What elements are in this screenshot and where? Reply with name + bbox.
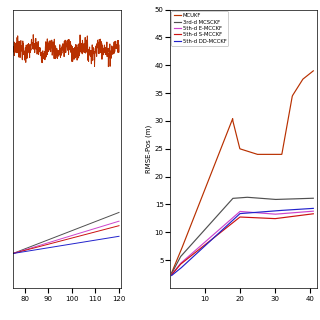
Line: 3rd-d MCSCKF: 3rd-d MCSCKF	[172, 197, 313, 274]
3rd-d MCSCKF	[265, 197, 268, 201]
5th-d S-MCCKF	[206, 240, 210, 244]
3rd-d MCSCKF	[170, 272, 173, 276]
5th-d DD-MCCKF	[253, 211, 257, 214]
5th-d DD-MCCKF	[195, 252, 199, 255]
MCUKF	[195, 208, 199, 212]
5th-d DD-MCCKF	[234, 215, 238, 219]
Line: 5th-d E-MCCKF: 5th-d E-MCCKF	[172, 211, 313, 275]
MCUKF	[206, 180, 210, 183]
5th-d S-MCCKF	[253, 216, 257, 220]
5th-d E-MCCKF	[206, 237, 210, 241]
5th-d S-MCCKF	[276, 216, 280, 220]
5th-d S-MCCKF	[195, 249, 199, 253]
5th-d S-MCCKF	[170, 273, 173, 277]
Legend: MCUKF, 3rd-d MCSCKF, 5th-d E-MCCKF, 5th-d S-MCCKF, 5th-d DD-MCCKF: MCUKF, 3rd-d MCSCKF, 5th-d E-MCCKF, 5th-…	[172, 11, 228, 46]
5th-d DD-MCCKF	[311, 206, 315, 210]
MCUKF	[234, 131, 238, 134]
MCUKF	[264, 152, 268, 156]
Line: MCUKF: MCUKF	[172, 71, 313, 273]
5th-d E-MCCKF	[264, 212, 268, 215]
5th-d DD-MCCKF	[206, 241, 210, 245]
3rd-d MCSCKF	[206, 224, 210, 228]
5th-d E-MCCKF	[170, 273, 173, 276]
3rd-d MCSCKF	[311, 196, 315, 200]
5th-d E-MCCKF	[311, 209, 315, 213]
3rd-d MCSCKF	[245, 195, 249, 199]
5th-d E-MCCKF	[276, 212, 280, 216]
3rd-d MCSCKF	[195, 237, 199, 241]
5th-d E-MCCKF	[253, 211, 257, 215]
Line: 5th-d DD-MCCKF: 5th-d DD-MCCKF	[172, 208, 313, 276]
3rd-d MCSCKF	[276, 197, 280, 201]
MCUKF	[170, 271, 173, 275]
5th-d E-MCCKF	[234, 213, 238, 217]
MCUKF	[311, 69, 315, 73]
5th-d DD-MCCKF	[170, 274, 173, 277]
3rd-d MCSCKF	[253, 196, 257, 200]
5th-d DD-MCCKF	[264, 210, 268, 213]
5th-d S-MCCKF	[264, 216, 268, 220]
5th-d S-MCCKF	[234, 218, 238, 222]
MCUKF	[253, 152, 257, 156]
Y-axis label: RMSE-Pos (m): RMSE-Pos (m)	[145, 125, 152, 173]
Line: 5th-d S-MCCKF: 5th-d S-MCCKF	[172, 214, 313, 275]
5th-d DD-MCCKF	[276, 209, 280, 212]
3rd-d MCSCKF	[234, 196, 238, 200]
5th-d E-MCCKF	[195, 247, 199, 251]
MCUKF	[276, 152, 280, 156]
5th-d S-MCCKF	[311, 212, 315, 216]
